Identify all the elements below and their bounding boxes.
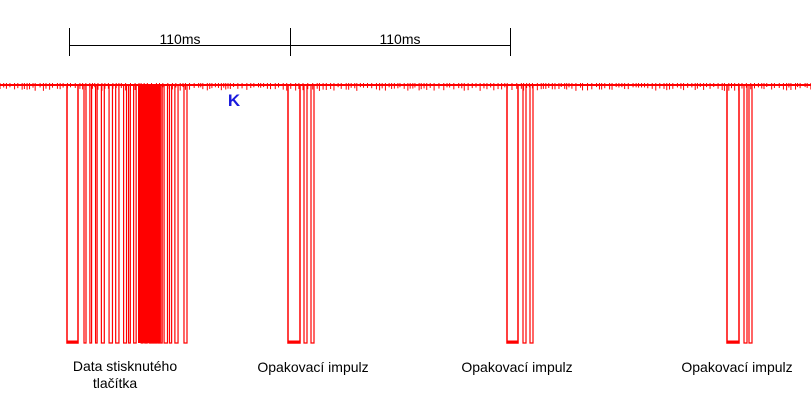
pulse	[163, 85, 169, 344]
pulse	[748, 85, 753, 344]
measurement-label: 110ms	[380, 31, 421, 47]
pulse	[89, 85, 93, 344]
pulse	[123, 85, 128, 344]
pulse	[160, 85, 163, 344]
pulse	[303, 85, 308, 344]
pulse	[66, 85, 79, 344]
signal-waveform	[0, 83, 811, 344]
pulse	[287, 85, 301, 344]
pulse	[506, 85, 519, 344]
measurement-label: 110ms	[160, 31, 201, 47]
burst-label: Opakovací impulz	[461, 359, 572, 375]
pulse	[127, 85, 131, 344]
cursor-marker: K	[228, 91, 241, 110]
pulse	[174, 85, 179, 344]
pulse	[743, 85, 748, 344]
pulse	[94, 85, 98, 344]
pulse	[183, 85, 188, 344]
burst-label: Opakovací impulz	[681, 359, 792, 375]
burst-label: tlačítka	[93, 375, 138, 391]
pulse	[83, 85, 87, 344]
pulse	[522, 85, 527, 344]
measurement-lines	[69, 28, 511, 56]
pulse	[115, 85, 120, 344]
pulse	[529, 85, 534, 344]
pulse	[133, 85, 137, 344]
burst-label: Opakovací impulz	[257, 359, 368, 375]
dense-fill	[138, 85, 160, 343]
pulse	[168, 85, 173, 344]
pulse	[726, 85, 740, 344]
pulse	[100, 85, 105, 344]
pulse	[108, 85, 114, 344]
pulse	[310, 85, 315, 344]
burst-label: Data stisknutého	[73, 358, 177, 374]
